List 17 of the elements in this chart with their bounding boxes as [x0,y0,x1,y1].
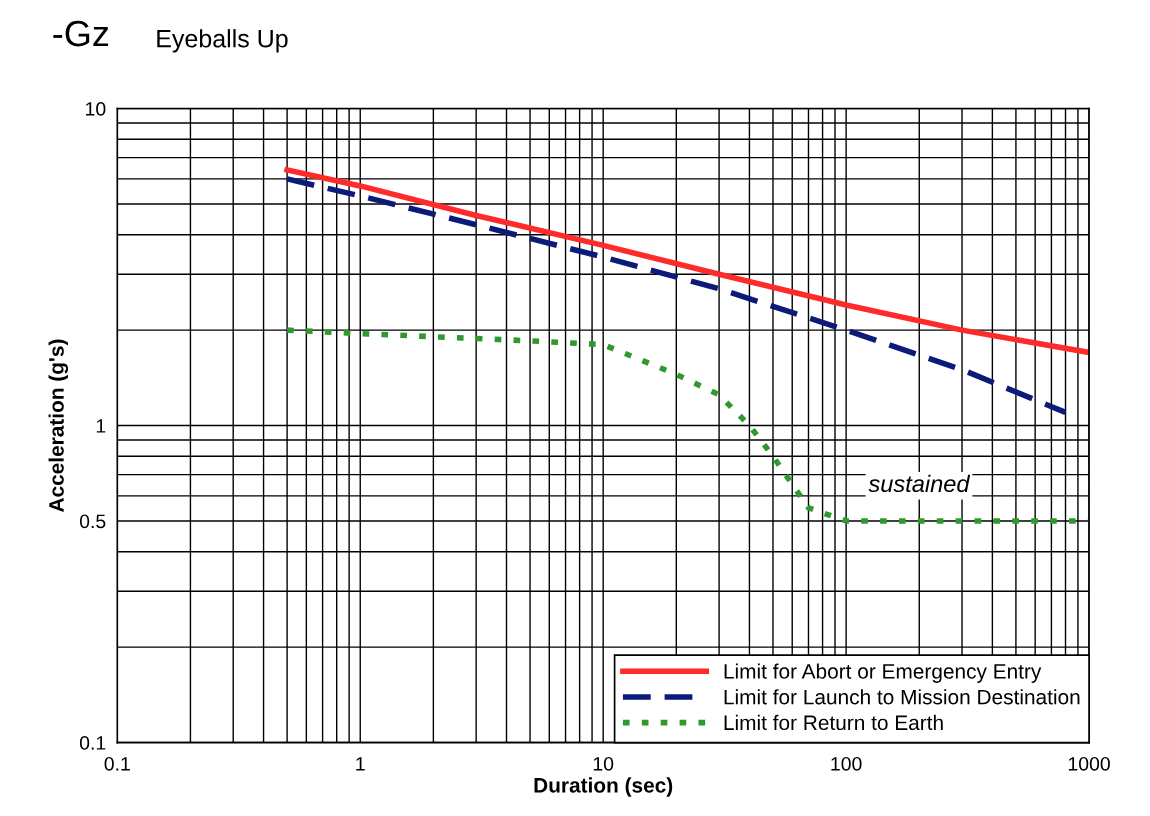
annotation: sustained [868,474,971,493]
y-tick-label: 0.5 [79,514,106,529]
legend-label: Limit for Launch to Mission Destination [724,689,1080,705]
y-tick-label: 10 [86,102,106,116]
y-tick-label: 1 [96,419,106,433]
legend-label: Limit for Return to Earth [724,714,943,731]
legend-label: Limit for Abort or Emergency Entry [724,663,1042,683]
x-tick-label: 1000 [1068,756,1110,771]
chart-title: -Gz [53,20,109,47]
chart-subtitle: Eyeballs Up [157,29,288,53]
x-axis-title: Duration (sec) [534,777,673,797]
y-tick-label: 0.1 [79,736,106,750]
x-tick-label: 1 [356,757,365,771]
y-axis-title: Acceleration (g's) [48,339,69,513]
x-tick-label: 10 [593,756,614,771]
x-tick-label: 0.1 [104,756,130,771]
x-tick-label: 100 [831,756,862,771]
